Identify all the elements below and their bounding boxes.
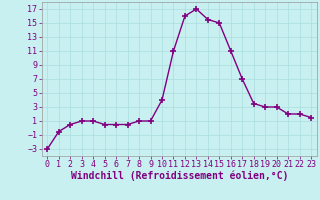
X-axis label: Windchill (Refroidissement éolien,°C): Windchill (Refroidissement éolien,°C) xyxy=(70,171,288,181)
